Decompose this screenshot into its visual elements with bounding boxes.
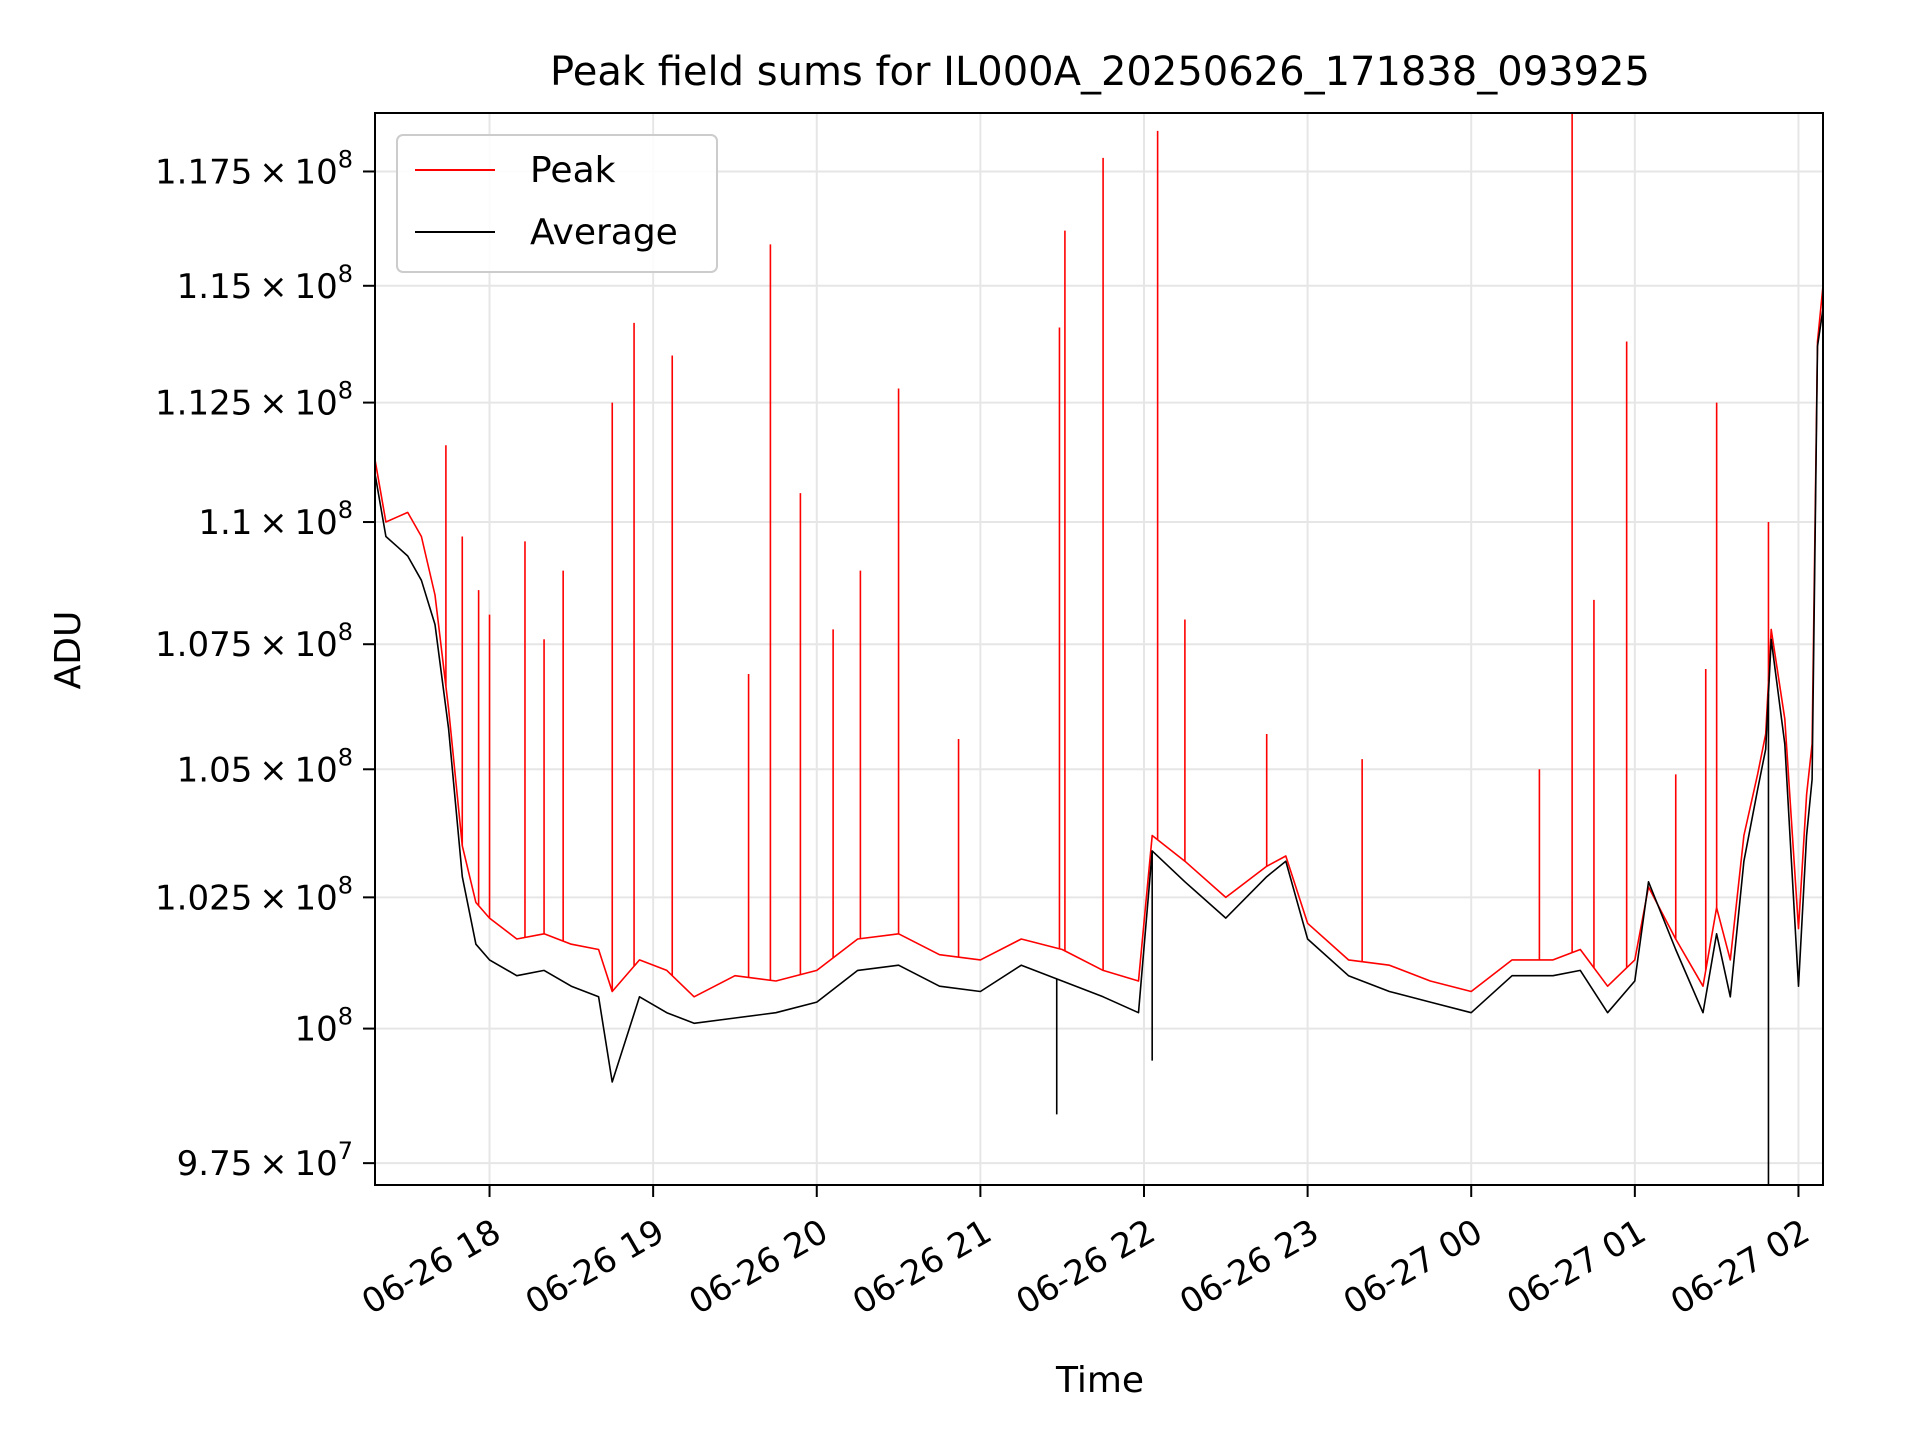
y-axis: 9.75 × 107 108 1.025 × 108 1.05 × 108 1.075 … bbox=[155, 145, 375, 1184]
y-tick-label: 9.75 × 107 bbox=[177, 1137, 353, 1184]
x-axis-label: Time bbox=[1055, 1360, 1144, 1401]
grid bbox=[375, 113, 1823, 1185]
series-line-peak bbox=[374, 285, 1824, 998]
y-tick-label: 1.175 × 108 bbox=[155, 145, 353, 192]
y-tick-label: 1.05 × 108 bbox=[177, 743, 353, 790]
y-tick-label: 1.15 × 108 bbox=[177, 260, 353, 307]
legend-label-peak: Peak bbox=[530, 150, 616, 191]
y-tick-label: 1.075 × 108 bbox=[155, 618, 353, 665]
plot-area bbox=[374, 113, 1824, 1185]
legend: Peak Average bbox=[396, 134, 718, 273]
y-tick-label: 1.1 × 108 bbox=[198, 496, 353, 543]
y-tick-label: 1.025 × 108 bbox=[155, 871, 353, 918]
y-tick-label: 108 bbox=[294, 1003, 353, 1050]
legend-label-average: Average bbox=[530, 212, 678, 253]
plot-frame bbox=[374, 112, 1824, 1186]
y-tick-label: 1.125 × 108 bbox=[155, 377, 353, 424]
chart-title: Peak field sums for IL000A_20250626_1718… bbox=[550, 49, 1650, 95]
y-axis-label: ADU bbox=[48, 611, 89, 690]
